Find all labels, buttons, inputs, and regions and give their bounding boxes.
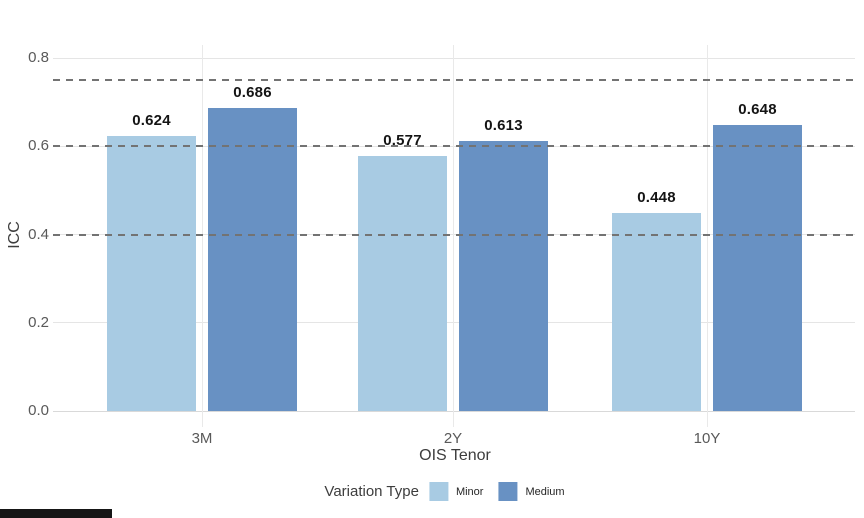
legend-swatch-minor — [428, 482, 448, 501]
y-tick-label: 0.4 — [28, 225, 49, 243]
x-tick-label: 2Y — [443, 430, 463, 447]
bar-minor-3m — [107, 135, 196, 411]
bar-medium-2y — [459, 140, 548, 411]
bar-medium-3m — [208, 108, 297, 411]
legend-title: Variation Type — [324, 483, 419, 500]
legend-items: Minor Medium — [428, 482, 580, 501]
legend-label-medium: Medium — [525, 485, 565, 498]
y-tick-label: 0.8 — [28, 49, 49, 66]
y-tick-label: 0.2 — [28, 313, 49, 331]
x-gridline — [707, 45, 708, 427]
legend: Variation Type Minor Medium — [324, 482, 579, 501]
bar-value-label: 0.613 — [484, 116, 523, 134]
y-tick-label: 0.0 — [28, 402, 49, 419]
x-gridline — [453, 45, 454, 427]
y-gridline — [53, 410, 855, 412]
x-tick-label: 3M — [191, 430, 213, 447]
bar-minor-2y — [358, 156, 447, 411]
x-tick-label: 10Y — [693, 430, 721, 447]
reference-dashed-line — [53, 79, 855, 82]
x-gridline — [202, 45, 203, 427]
bar-value-label: 0.577 — [383, 132, 422, 150]
bar-value-label: 0.448 — [637, 189, 676, 207]
y-tick-label: 0.6 — [28, 137, 49, 155]
legend-label-minor: Minor — [455, 485, 484, 498]
bar-value-label: 0.624 — [132, 111, 171, 129]
bar-minor-10y — [612, 213, 701, 411]
legend-swatch-medium — [498, 482, 518, 501]
reference-dashed-line — [53, 233, 855, 236]
x-axis-title: OIS Tenor — [419, 447, 491, 464]
y-gridline — [53, 322, 855, 324]
reference-dashed-line — [53, 145, 855, 148]
bar-medium-10y — [713, 125, 802, 411]
bar-value-label: 0.686 — [233, 84, 272, 102]
y-axis-title: ICC — [6, 221, 23, 249]
video-progress-bar — [0, 509, 112, 518]
y-gridline — [53, 57, 855, 59]
bar-value-label: 0.648 — [738, 101, 777, 119]
